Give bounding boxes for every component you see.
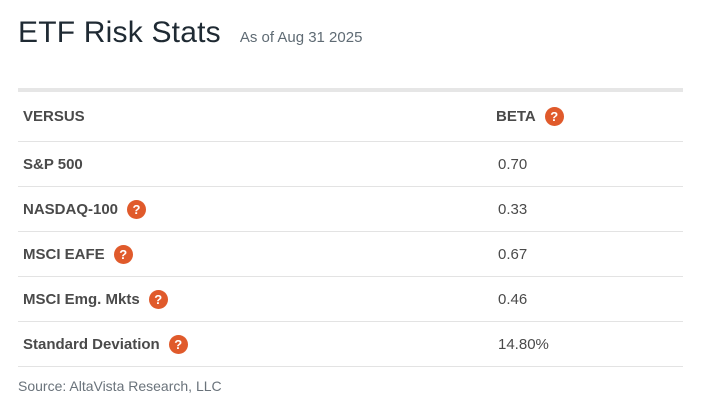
column-header-beta-label: BETA [496, 108, 536, 125]
table-row: Standard Deviation ? 14.80% [18, 322, 683, 367]
help-icon[interactable]: ? [168, 334, 188, 354]
risk-stats-table: VERSUS BETA ? S&P 500 0.70 NASDAQ-100 ? … [18, 88, 683, 367]
table-row: NASDAQ-100 ? 0.33 [18, 187, 683, 232]
row-label: MSCI EAFE ? [23, 244, 133, 264]
help-icon[interactable]: ? [544, 107, 564, 126]
help-icon[interactable]: ? [127, 199, 147, 219]
table-row: MSCI Emg. Mkts ? 0.46 [18, 277, 683, 322]
row-label: S&P 500 [23, 156, 83, 173]
table-row: S&P 500 0.70 [18, 142, 683, 187]
table-header-row: VERSUS BETA ? [18, 92, 683, 142]
row-value: 0.46 [498, 290, 528, 308]
header: ETF Risk Stats As of Aug 31 2025 [18, 16, 362, 50]
page-title: ETF Risk Stats [18, 16, 221, 49]
row-label-text: S&P 500 [23, 155, 83, 173]
row-label-text: Standard Deviation [23, 335, 160, 353]
help-icon[interactable]: ? [148, 289, 168, 309]
row-label: Standard Deviation ? [23, 334, 188, 354]
column-header-beta: BETA ? [496, 107, 564, 126]
table-row: MSCI EAFE ? 0.67 [18, 232, 683, 277]
as-of-date: As of Aug 31 2025 [239, 29, 363, 46]
help-icon[interactable]: ? [113, 244, 133, 264]
source-note: Source: AltaVista Research, LLC [18, 378, 222, 394]
row-label: NASDAQ-100 ? [23, 199, 147, 219]
row-value: 0.67 [498, 245, 528, 263]
row-label: MSCI Emg. Mkts ? [23, 289, 168, 309]
row-value: 14.80% [498, 335, 549, 353]
row-label-text: MSCI Emg. Mkts [23, 290, 140, 308]
row-value: 0.33 [498, 200, 528, 218]
column-header-versus: VERSUS [23, 108, 85, 125]
row-label-text: MSCI EAFE [23, 245, 105, 263]
row-label-text: NASDAQ-100 [23, 200, 119, 218]
row-value: 0.70 [498, 155, 528, 173]
